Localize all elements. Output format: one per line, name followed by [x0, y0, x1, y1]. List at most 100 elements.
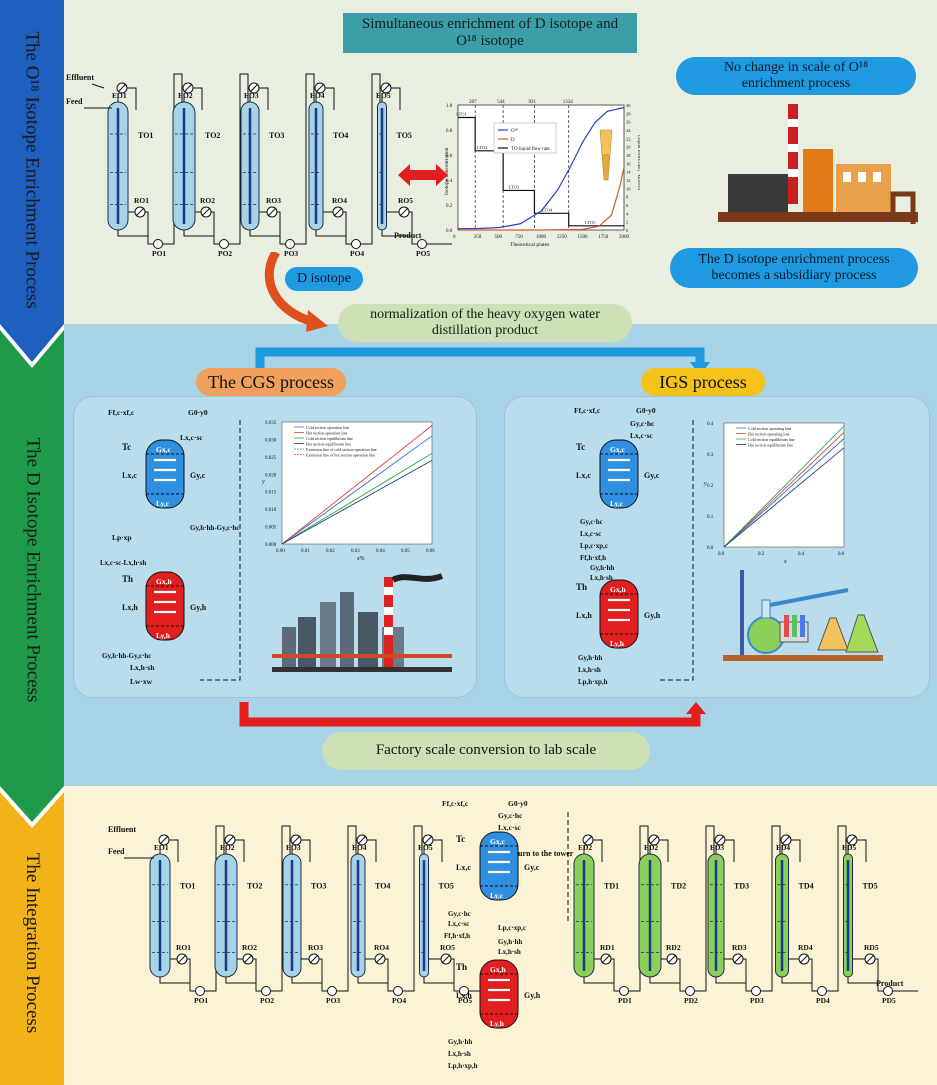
- effluent-label: Effluent: [66, 73, 94, 82]
- pump-label: PD4: [816, 996, 830, 1005]
- pump-suction: [811, 983, 817, 992]
- tower-label: TO2: [247, 881, 262, 890]
- flow-label: Lp,h·xp,h: [448, 1062, 478, 1070]
- reboiler-label: RO5: [398, 196, 413, 205]
- hot-exchanger: [599, 579, 639, 649]
- pump-label: PD2: [684, 996, 698, 1005]
- exchanger-label: Lx,c: [576, 471, 591, 480]
- integration-flowsheet: TO1 EO1 RO1 PO1 TO2 EO2 RO2 PO2 TO3 EO3 RO3 PO3 TO4 E…: [108, 799, 918, 1070]
- recycle-line: [200, 420, 241, 681]
- exchanger-label: Gx,c: [490, 837, 505, 846]
- y-right-tick-label: 24: [626, 128, 631, 133]
- g0-label: G0·y0: [636, 406, 656, 415]
- exchanger-label: Lx,c: [456, 863, 471, 872]
- reboiler-label: RD4: [798, 943, 813, 952]
- o18-flowsheet: TO1 EO1 RO1 PO1 TO2 EO2 RO2 PO2 TO3 EO3 RO3 PO3 TO4 E…: [66, 73, 452, 258]
- transfer-line: [761, 825, 781, 992]
- reboiler-mark: [733, 954, 743, 964]
- flow-label: Gy,c·hc: [448, 910, 471, 918]
- x-tick-label: 1000: [536, 235, 547, 240]
- y-tick-label: 0.035: [265, 421, 277, 426]
- tower-label: TO1: [180, 881, 195, 890]
- legend-label: Hot section equilibrium line: [748, 443, 793, 448]
- section1-title: Simultaneous enrichment of D isotope and…: [343, 13, 637, 53]
- flow-label: Gy,c·hc: [580, 518, 603, 526]
- y-left-tick-label: 0.4: [446, 179, 453, 184]
- pump-label: PO1: [194, 996, 208, 1005]
- tower-label: TO5: [397, 131, 412, 140]
- effluent-line: [91, 83, 105, 89]
- factory-illustration-2: [272, 573, 452, 672]
- y-right-tick-label: 4: [626, 211, 629, 216]
- exchanger-label: Gy,h: [524, 991, 541, 1000]
- pump-suction: [877, 983, 883, 992]
- condenser-label: EO4: [352, 843, 367, 852]
- condenser-mark: [117, 83, 127, 93]
- hot-exchanger: [145, 571, 185, 641]
- exchanger-label: Ly,c: [610, 499, 624, 508]
- legend-label: TO liquid flow rate: [511, 147, 550, 152]
- feed-label: Feed: [108, 847, 125, 856]
- flow-label: Gy,c·hc: [498, 811, 523, 820]
- tower-label: TO3: [311, 881, 326, 890]
- pump-label: PO4: [350, 249, 364, 258]
- transfer-line: [695, 825, 715, 992]
- y-tick-label: 0.030: [265, 438, 277, 443]
- exchanger-label: Gy,h: [190, 603, 207, 612]
- reboiler-mark: [309, 954, 319, 964]
- x-tick-label: 500: [495, 235, 503, 240]
- reboiler-label: RD3: [732, 943, 747, 952]
- condenser-label: EO3: [244, 91, 259, 100]
- y-right-axis-label: Liquid flows rate，kmol/hr: [636, 135, 640, 191]
- igs-chart: 0.0 0.2 0.4 0.6 0.0 0.1 0.2 0.3 0.4 x y Cold sectio…: [703, 422, 845, 565]
- y-left-tick-label: 0.0: [446, 229, 453, 234]
- condenser-label: EO1: [112, 91, 127, 100]
- top-tick-label: 1334: [563, 100, 574, 105]
- x-tick-label: 0.03: [351, 549, 360, 554]
- section-label-integration: The Integration Process: [22, 852, 44, 1033]
- subsidiary-pill: The D isotope enrichment process becomes …: [670, 248, 918, 288]
- o18-line: [457, 106, 625, 230]
- y-tick-label: 0.020: [265, 473, 277, 478]
- reflux-line: [857, 839, 867, 862]
- transfer-line: [229, 73, 249, 245]
- y-right-tick-label: 16: [626, 161, 631, 166]
- cold-exchanger: [145, 439, 185, 509]
- pump-suction: [411, 236, 417, 245]
- reboiler-mark: [243, 954, 253, 964]
- pump-icon: [817, 986, 827, 996]
- pump-label: PO1: [152, 249, 166, 258]
- flow-label: Ff,h·xf,h: [580, 554, 606, 562]
- top-tick-label: 207: [469, 100, 477, 105]
- reflux-line: [301, 839, 311, 862]
- flow-step-label: LTO2: [477, 145, 488, 150]
- normalization-pill: normalization of the heavy oxygen water d…: [338, 304, 632, 342]
- pump-icon: [619, 986, 629, 996]
- flow-label: Lp,c·xp,c: [580, 542, 608, 550]
- x-tick-label: 0.04: [376, 549, 385, 554]
- y-tick-label: 0.025: [265, 456, 277, 461]
- top-chart: 0 250 500 750 1000 1250 1500 1750 2000 0.0 0.2 0.4 0…: [444, 100, 640, 248]
- pump-suction: [745, 983, 751, 992]
- feed-label: Ff,c·xf,c: [574, 406, 601, 415]
- legend-label: Extension line of hot section operation …: [306, 453, 375, 458]
- flow-label: Gy,h·hh: [448, 1038, 472, 1046]
- reflux-line: [433, 839, 443, 862]
- condenser-label: ED3: [710, 843, 724, 852]
- condenser-mark: [357, 835, 367, 845]
- flow-label: Lx,c·sc: [630, 431, 653, 440]
- product-label: Product: [876, 979, 904, 988]
- g0-label: G0·y0: [508, 799, 528, 808]
- exchanger-title: Th: [576, 582, 587, 592]
- pump-icon: [883, 986, 893, 996]
- cgs-pill: The CGS process: [196, 368, 346, 396]
- legend-label: Cold section operating line: [748, 426, 791, 431]
- condenser-label: EO5: [376, 91, 391, 100]
- y-tick-label: 0.4: [707, 422, 714, 427]
- x-tick-label: 0.02: [326, 549, 335, 554]
- y-right-tick-label: 28: [626, 111, 631, 116]
- y-right-tick-label: 18: [626, 153, 631, 158]
- reboiler-mark: [441, 954, 451, 964]
- section-label-o18: The O¹⁸ Isotope Enrichment Process: [22, 31, 44, 309]
- exchanger-label: Gx,c: [610, 445, 625, 454]
